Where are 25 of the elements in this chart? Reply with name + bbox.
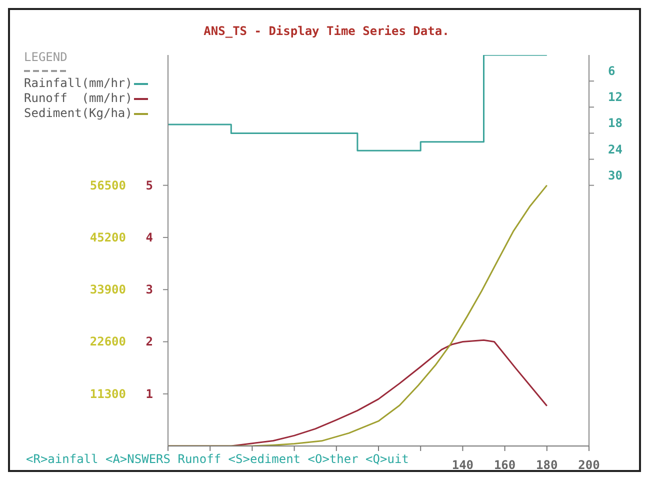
x-tick-label: 140 xyxy=(452,458,474,472)
y2-tick-label: 6 xyxy=(608,64,616,78)
y2-tick-label: 18 xyxy=(608,116,622,130)
legend-label: Sediment(Kg/ha) xyxy=(24,106,132,121)
x-tick-label: 160 xyxy=(494,458,516,472)
y-tick-label: 4 xyxy=(146,230,153,244)
y-tick-label: 1 xyxy=(146,386,153,401)
y3-tick-label: 22600 xyxy=(90,334,126,349)
y3-tick-label: 45200 xyxy=(90,230,126,244)
y-tick-label: 5 xyxy=(146,178,153,192)
legend-title: LEGEND xyxy=(24,50,68,65)
chart-title: ANS_TS - Display Time Series Data. xyxy=(202,24,450,38)
x-tick-label: 200 xyxy=(578,458,600,472)
legend-label: Rainfall(mm/hr) xyxy=(24,76,132,91)
x-tick-label: 180 xyxy=(536,458,558,472)
y3-tick-label: 33900 xyxy=(90,282,126,297)
text: <R>ainfall <A>NSWERS Runoff <S>ediment <O>ther <Q>uit xyxy=(26,452,409,466)
legend-label: Runoff (mm/hr) xyxy=(24,91,132,106)
y2-tick-label: 30 xyxy=(608,168,622,182)
y2-tick-label: 12 xyxy=(608,90,622,104)
y3-tick-label: 56500 xyxy=(90,178,126,192)
y2-tick-label: 24 xyxy=(608,142,622,156)
y-tick-label: 3 xyxy=(146,282,153,297)
y-tick-label: 2 xyxy=(146,334,153,349)
y3-tick-label: 11300 xyxy=(90,386,126,401)
